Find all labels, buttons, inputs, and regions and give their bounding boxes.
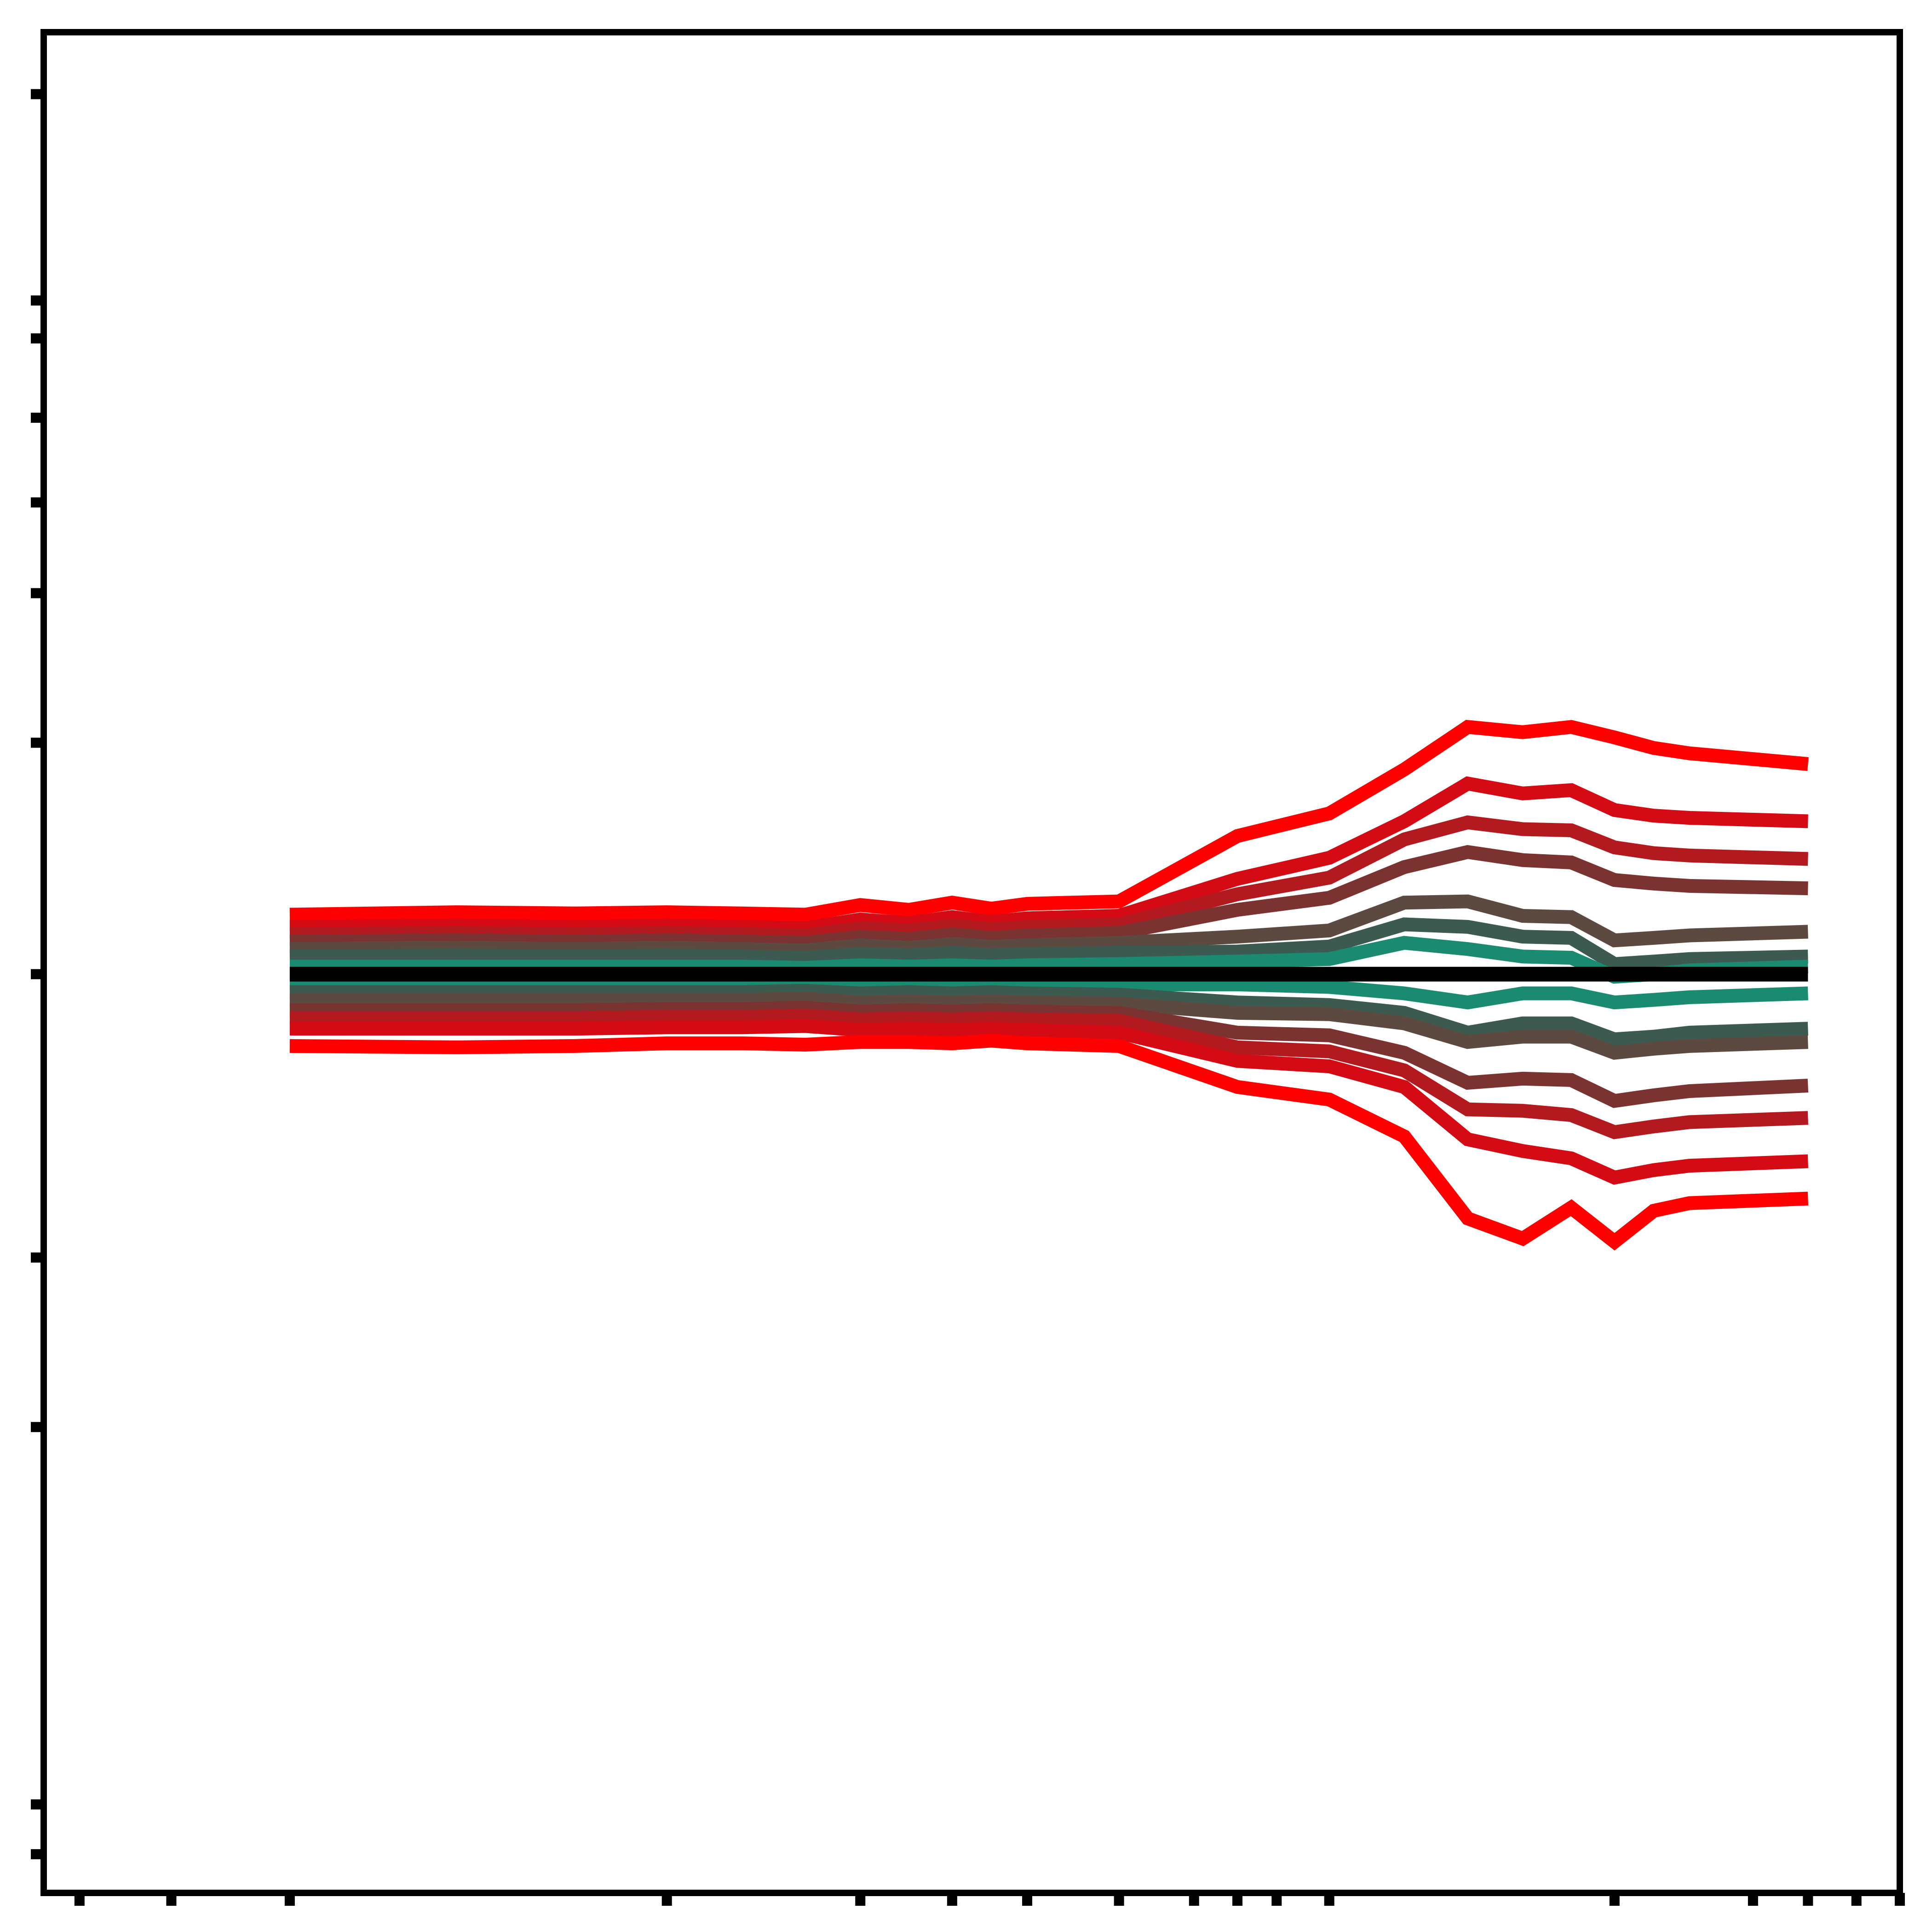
series-line-9 <box>289 983 1808 1046</box>
series-line-12 <box>289 1008 1808 1139</box>
series-line-4 <box>289 845 1808 950</box>
series-line-3 <box>289 815 1808 943</box>
series-line-5 <box>289 894 1808 957</box>
series-line-1 <box>289 719 1809 922</box>
series-line-2 <box>289 776 1808 935</box>
series-line-13 <box>289 1019 1808 1185</box>
series-line-8 <box>289 973 1808 1010</box>
series-line-11 <box>289 1000 1809 1108</box>
series-line-14 <box>289 1034 1808 1251</box>
series-line-10 <box>289 991 1808 1060</box>
plot-frame <box>40 29 1903 1896</box>
series-line-6 <box>289 917 1808 972</box>
